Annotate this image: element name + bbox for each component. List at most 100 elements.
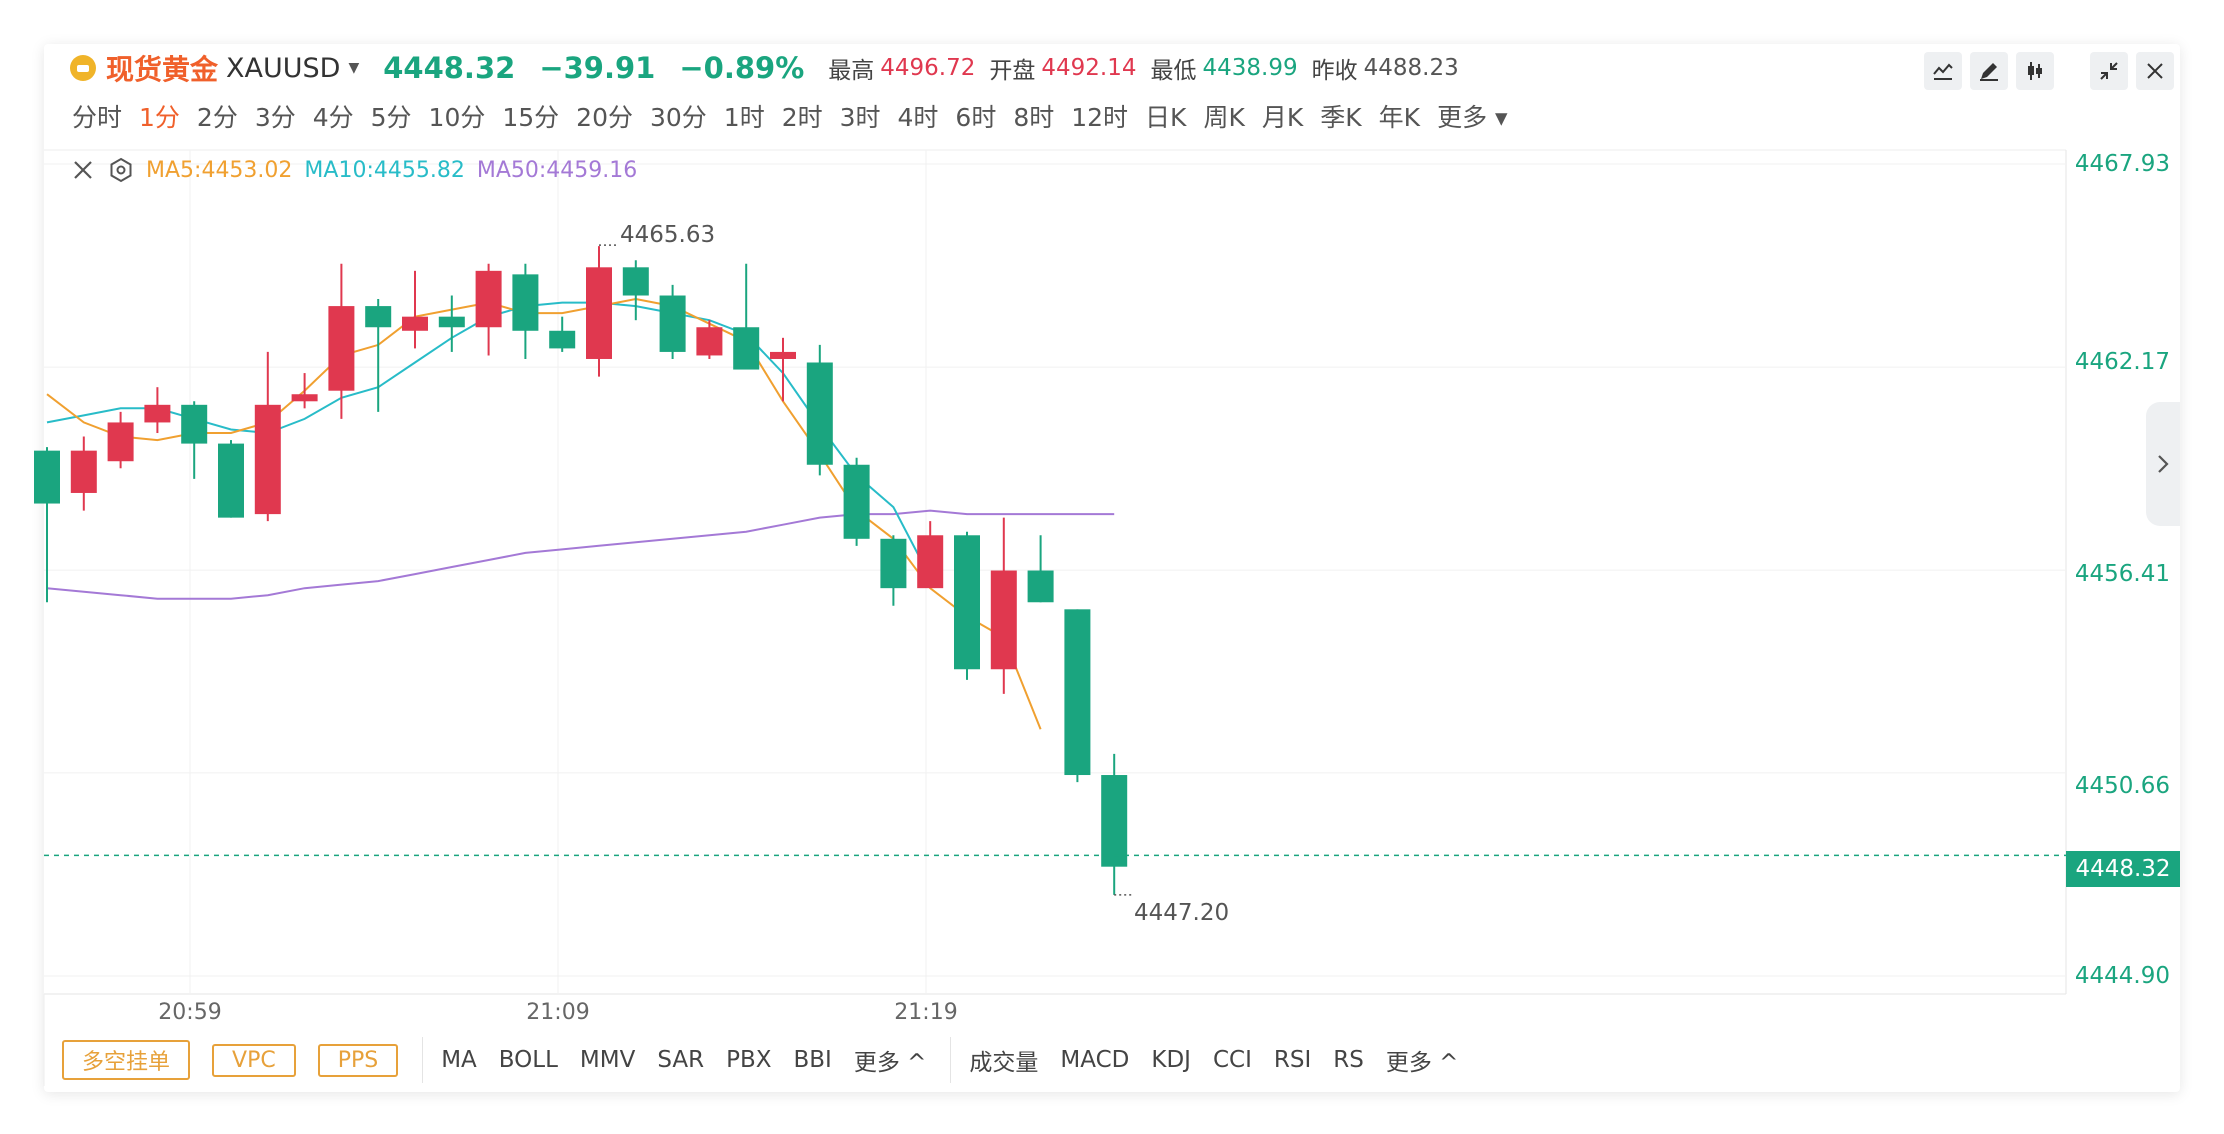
indicator-rs[interactable]: RS	[1333, 1047, 1364, 1073]
low-annotation: 4447.20	[1134, 900, 1230, 926]
interval-tab[interactable]: 6时	[955, 103, 997, 132]
candle-body	[438, 316, 465, 328]
overlay-sar[interactable]: SAR	[657, 1047, 705, 1073]
high-annotation: 4465.63	[620, 222, 716, 248]
interval-tab[interactable]: 分时	[72, 103, 123, 132]
interval-tab[interactable]: 更多 ▾	[1437, 103, 1508, 132]
interval-tab[interactable]: 20分	[576, 103, 633, 132]
overlay-pbx[interactable]: PBX	[726, 1047, 772, 1073]
candle-body	[107, 422, 134, 462]
interval-tabs: 分时 1分 2分 3分 4分 5分 10分 15分 20分 30分 1时 2时 3时 4时 6时 8时 12时日…	[72, 96, 1525, 136]
candle-body	[917, 535, 944, 589]
indicator-line-button[interactable]	[1924, 52, 1962, 90]
order-book-button[interactable]: 多空挂单	[62, 1040, 191, 1080]
interval-tab[interactable]: 1时	[723, 103, 765, 132]
interval-tab[interactable]: 季K	[1320, 103, 1362, 132]
candle-body	[1064, 609, 1091, 776]
interval-tab[interactable]: 3时	[839, 103, 881, 132]
candle-body	[1027, 570, 1054, 603]
instrument-name[interactable]: 现货黄金	[106, 53, 219, 86]
candle-body	[365, 306, 392, 328]
indicator-toolbar: 多空挂单 VPC PPS MA BOLL MMV SAR PBX BBI 更多 …	[62, 1036, 1480, 1084]
chart-card	[44, 44, 2180, 1092]
interval-tab[interactable]: 30分	[649, 103, 707, 132]
overlay-bbi[interactable]: BBI	[793, 1047, 832, 1073]
indicator-rsi[interactable]: RSI	[1273, 1047, 1312, 1073]
ma50-line	[46, 509, 1115, 600]
ma10-value: MA10:4455.82	[304, 157, 465, 183]
gold-coin-icon	[70, 55, 96, 81]
candle-body	[328, 306, 355, 391]
interval-tab[interactable]: 4时	[897, 103, 939, 132]
candle-body	[806, 362, 833, 465]
high-label: 最高	[828, 58, 875, 84]
close-icon	[2147, 63, 2163, 79]
line-chart-icon	[1933, 63, 1953, 80]
chart-type-button[interactable]	[2016, 52, 2054, 90]
pencil-icon	[1980, 63, 1998, 81]
interval-tab[interactable]: 8时	[1013, 103, 1055, 132]
low-value: 4438.99	[1202, 55, 1298, 81]
collapse-button[interactable]	[2090, 52, 2128, 90]
indicator-volume[interactable]: 成交量	[969, 1050, 1039, 1076]
candle-body	[770, 351, 796, 359]
y-tick-label: 4467.93	[2074, 151, 2170, 177]
overlay-mmv[interactable]: MMV	[579, 1047, 636, 1073]
ma-legend: MA5:4453.02 MA10:4455.82 MA50:4459.16	[70, 154, 649, 186]
chart-toolbar	[1924, 52, 2174, 90]
overlay-more[interactable]: 更多 ^	[853, 1050, 927, 1076]
quote-header: 现货黄金 XAUUSD ▼ 4448.32 −39.91 −0.89% 最高 4…	[70, 48, 1473, 88]
price-change-percent: −0.89%	[679, 51, 805, 85]
interval-tab[interactable]: 2分	[196, 103, 238, 132]
candle-body	[144, 404, 171, 423]
indicator-macd[interactable]: MACD	[1060, 1047, 1130, 1073]
interval-tab[interactable]: 5分	[370, 103, 412, 132]
y-tick-label: 4450.66	[2074, 773, 2170, 799]
interval-tab[interactable]: 月K	[1261, 103, 1304, 132]
price-change: −39.91	[539, 51, 656, 85]
chevron-right-icon	[2158, 455, 2169, 473]
ma-settings-icon[interactable]	[108, 157, 134, 183]
indicator-kdj[interactable]: KDJ	[1151, 1047, 1191, 1073]
candle-body	[402, 316, 428, 331]
prev-close-label: 昨收	[1311, 58, 1358, 84]
interval-tab[interactable]: 日K	[1145, 103, 1187, 132]
interval-tab[interactable]: 2时	[781, 103, 823, 132]
candle-body	[291, 394, 318, 402]
candle-body	[70, 450, 97, 493]
draw-tool-button[interactable]	[1970, 52, 2008, 90]
symbol-dropdown-icon[interactable]: ▼	[348, 60, 360, 76]
interval-tab[interactable]: 10分	[428, 103, 486, 132]
interval-tab[interactable]: 1分	[139, 103, 180, 132]
ma5-line	[46, 297, 1042, 730]
x-tick-label: 21:09	[526, 1000, 590, 1025]
candle-body	[586, 267, 612, 359]
indicator-cci[interactable]: CCI	[1212, 1047, 1252, 1073]
interval-tab[interactable]: 周K	[1203, 103, 1245, 132]
open-value: 4492.14	[1041, 55, 1137, 81]
interval-tab[interactable]: 年K	[1378, 103, 1421, 132]
candle-body	[659, 295, 686, 352]
y-tick-label: 4444.90	[2074, 963, 2170, 989]
instrument-symbol[interactable]: XAUUSD	[226, 52, 341, 84]
overlay-boll[interactable]: BOLL	[498, 1047, 558, 1073]
interval-tab[interactable]: 15分	[502, 103, 560, 132]
interval-tab[interactable]: 12时	[1071, 103, 1129, 132]
low-label: 最低	[1150, 58, 1197, 84]
interval-tab[interactable]: 3分	[254, 103, 296, 132]
expand-panel-handle[interactable]	[2146, 402, 2180, 526]
indicator-more[interactable]: 更多 ^	[1385, 1050, 1459, 1076]
candle-body	[954, 535, 980, 670]
overlay-ma[interactable]: MA	[441, 1047, 477, 1073]
interval-tab[interactable]: 4分	[312, 103, 354, 132]
pps-button[interactable]: PPS	[317, 1043, 399, 1077]
close-button[interactable]	[2136, 52, 2174, 90]
hide-ma-icon[interactable]	[70, 157, 96, 183]
vpc-button[interactable]: VPC	[212, 1043, 296, 1077]
candle-body	[181, 404, 208, 444]
candle-body	[549, 330, 576, 349]
candlestick-icon	[2028, 62, 2042, 80]
candle-body	[843, 464, 870, 539]
ma50-value: MA50:4459.16	[476, 157, 638, 183]
